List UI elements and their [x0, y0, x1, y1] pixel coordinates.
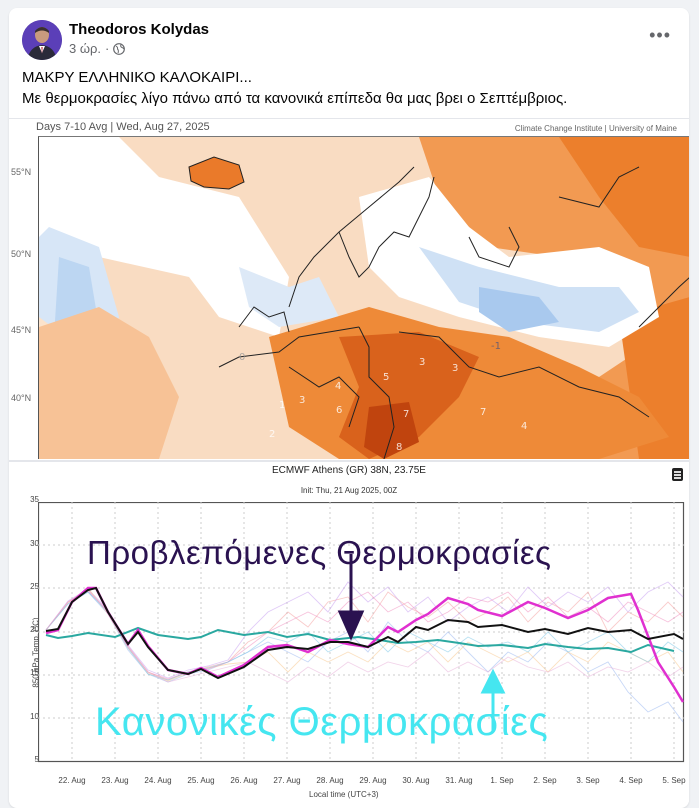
svg-text:7: 7: [480, 407, 486, 418]
x-tick: 4. Sep: [619, 776, 643, 785]
temperature-anomaly-map-image[interactable]: Days 7-10 Avg | Wed, Aug 27, 2025 Climat…: [9, 118, 689, 459]
chart-title: ECMWF Athens (GR) 38N, 23.75E: [272, 465, 426, 476]
x-tick: 31. Aug: [445, 776, 473, 785]
post-meta: 3 ώρ. ·: [69, 41, 126, 56]
lat-label-45: 45°N: [11, 325, 32, 335]
y-tick-20: 20: [30, 625, 39, 634]
ellipsis-icon: •••: [649, 25, 671, 45]
more-options-button[interactable]: •••: [649, 26, 671, 44]
x-tick: 28. Aug: [316, 776, 344, 785]
x-tick: 26. Aug: [230, 776, 258, 785]
y-tick-25: 25: [30, 582, 39, 591]
svg-text:-1: -1: [491, 341, 501, 352]
lat-label-50: 50°N: [11, 249, 32, 259]
lat-label-40: 40°N: [11, 393, 32, 403]
x-tick: 5. Sep: [662, 776, 686, 785]
x-tick: 1. Sep: [490, 776, 514, 785]
svg-text:4: 4: [521, 421, 527, 432]
y-tick-30: 30: [30, 539, 39, 548]
svg-text:6: 6: [336, 405, 342, 416]
hamburger-menu-icon[interactable]: [672, 468, 683, 481]
normal-temperatures-annotation: Κανονικές Θερμοκρασίες: [95, 700, 549, 744]
x-tick: 29. Aug: [359, 776, 387, 785]
svg-text:3: 3: [452, 363, 458, 374]
x-tick: 24. Aug: [144, 776, 172, 785]
post-card: Theodoros Kolydas 3 ώρ. · ••• ΜΑΚΡΥ ΕΛΛΗ…: [9, 8, 689, 808]
post-time[interactable]: 3 ώρ.: [69, 41, 101, 56]
map-title: Days 7-10 Avg | Wed, Aug 27, 2025: [36, 121, 210, 133]
svg-text:0: 0: [239, 352, 245, 363]
x-tick: 27. Aug: [273, 776, 301, 785]
globe-icon: [113, 42, 126, 55]
svg-text:2: 2: [269, 429, 275, 440]
y-tick-5: 5: [34, 755, 39, 764]
x-axis-title: Local time (UTC+3): [309, 790, 379, 799]
anomaly-map-graphic: 4 5 6 7 7 8 3 3 1 3 -1 4 2 0: [39, 137, 689, 459]
y-tick-15: 15: [30, 668, 39, 677]
x-tick: 2. Sep: [533, 776, 557, 785]
lat-label-55: 55°N: [11, 167, 32, 177]
forecast-temperatures-annotation: Προβλεπόμενες Θερμοκρασίες: [87, 534, 552, 571]
x-tick: 3. Sep: [576, 776, 600, 785]
post-text-line2: Με θερμοκρασίες λίγο πάνω από τα κανονικ…: [22, 90, 568, 107]
meta-separator: ·: [105, 41, 110, 56]
map-credit: Climate Change Institute | University of…: [514, 124, 677, 133]
post-text: ΜΑΚΡΥ ΕΛΛΗΝΙΚΟ ΚΑΛΟΚΑΙΡΙ... Με θερμοκρασ…: [22, 67, 567, 109]
x-tick: 30. Aug: [402, 776, 430, 785]
avatar-photo-icon: [22, 20, 62, 60]
map-plot-area: 4 5 6 7 7 8 3 3 1 3 -1 4 2 0: [38, 136, 689, 459]
x-tick: 22. Aug: [58, 776, 86, 785]
svg-text:3: 3: [299, 395, 305, 406]
avatar[interactable]: [22, 20, 62, 60]
svg-text:8: 8: [396, 442, 402, 453]
post-text-line1: ΜΑΚΡΥ ΕΛΛΗΝΙΚΟ ΚΑΛΟΚΑΙΡΙ...: [22, 69, 252, 86]
x-tick: 25. Aug: [187, 776, 215, 785]
svg-text:4: 4: [335, 381, 341, 392]
svg-text:5: 5: [383, 372, 389, 383]
svg-text:7: 7: [403, 409, 409, 420]
x-tick: 23. Aug: [101, 776, 129, 785]
chart-init: Init: Thu, 21 Aug 2025, 00Z: [300, 486, 398, 495]
svg-text:1: 1: [279, 400, 285, 411]
y-tick-10: 10: [30, 712, 39, 721]
svg-text:3: 3: [419, 357, 425, 368]
chart-plot-area: [38, 502, 685, 763]
author-name[interactable]: Theodoros Kolydas: [69, 21, 210, 38]
y-tick-35: 35: [30, 495, 39, 504]
